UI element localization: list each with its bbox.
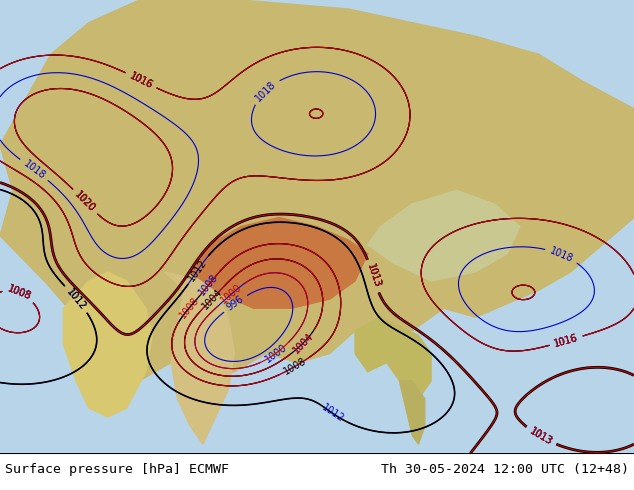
Text: 1000: 1000 <box>263 342 288 365</box>
Text: 1012: 1012 <box>65 287 88 312</box>
Polygon shape <box>0 0 634 381</box>
Text: 1018: 1018 <box>22 158 47 181</box>
Text: 1008: 1008 <box>6 284 32 302</box>
Text: 1018: 1018 <box>254 79 278 103</box>
Text: 1008: 1008 <box>6 284 32 302</box>
Text: 1020: 1020 <box>73 189 98 214</box>
Text: 1013: 1013 <box>365 263 382 290</box>
Text: Th 30-05-2024 12:00 UTC (12+48): Th 30-05-2024 12:00 UTC (12+48) <box>381 463 629 476</box>
Text: 1016: 1016 <box>128 71 154 90</box>
Text: 1013: 1013 <box>527 426 554 447</box>
Text: 1013: 1013 <box>527 426 554 447</box>
Text: 1004: 1004 <box>291 331 315 355</box>
Text: 1013: 1013 <box>527 426 554 447</box>
Text: 1004: 1004 <box>200 286 224 311</box>
Text: 1016: 1016 <box>553 333 579 349</box>
Polygon shape <box>545 118 577 191</box>
Polygon shape <box>165 272 235 444</box>
Text: 1012: 1012 <box>187 257 209 283</box>
Text: 1012: 1012 <box>65 287 88 312</box>
Text: 1004: 1004 <box>291 331 315 355</box>
Text: 1016: 1016 <box>553 333 579 349</box>
Text: 1012: 1012 <box>320 403 346 424</box>
Text: 1016: 1016 <box>128 71 154 90</box>
Text: 1008: 1008 <box>6 284 32 302</box>
Text: 1016: 1016 <box>128 71 154 90</box>
Polygon shape <box>399 381 425 444</box>
Text: 1016: 1016 <box>553 333 579 349</box>
Polygon shape <box>190 218 368 308</box>
Text: 1008: 1008 <box>178 295 201 320</box>
Polygon shape <box>355 318 431 399</box>
Text: 1018: 1018 <box>548 245 575 264</box>
Text: 1000: 1000 <box>219 282 244 306</box>
Text: 1008: 1008 <box>281 356 308 377</box>
Polygon shape <box>63 272 152 417</box>
Text: 1013: 1013 <box>365 263 382 290</box>
Text: 996: 996 <box>225 294 246 313</box>
Text: Surface pressure [hPa] ECMWF: Surface pressure [hPa] ECMWF <box>5 463 229 476</box>
Text: 1020: 1020 <box>73 189 98 214</box>
Text: 1008: 1008 <box>197 272 220 297</box>
Text: 1013: 1013 <box>365 263 382 290</box>
Text: 1020: 1020 <box>73 189 98 214</box>
Polygon shape <box>368 191 520 281</box>
